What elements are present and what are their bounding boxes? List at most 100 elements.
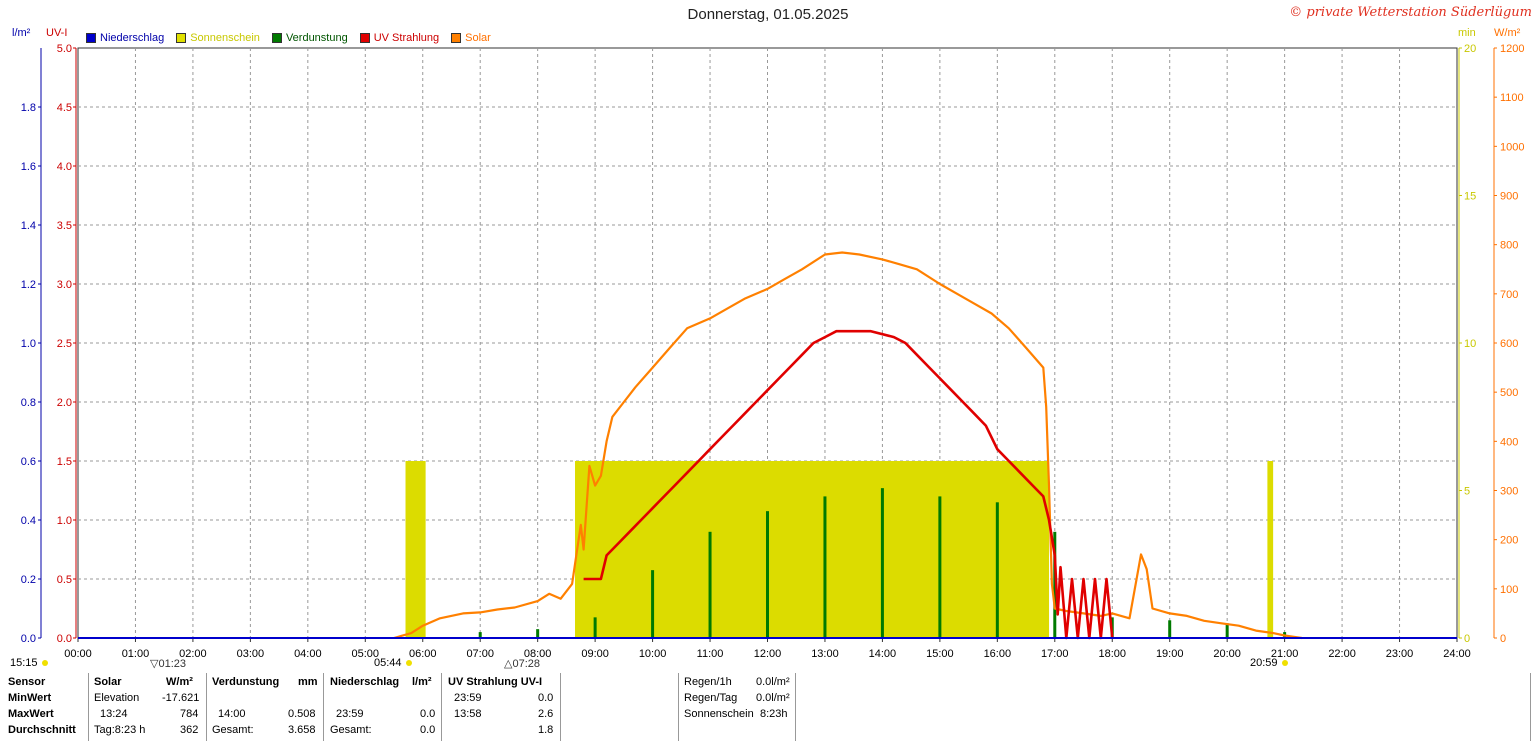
regen1h-label: Regen/1h (684, 676, 732, 688)
unit-uv: UV-I (46, 27, 68, 39)
solar-line (393, 251, 1303, 640)
niederschlag-sum-value: 0.0 (420, 724, 436, 736)
y-tick-label-niederschlag: 0.4 (21, 515, 36, 527)
x-tick-label: 00:00 (64, 648, 92, 660)
y-tick-label-niederschlag: 1.0 (21, 338, 36, 350)
sonnenschein-value: 8:23h (760, 708, 788, 720)
x-tick-label: 07:00 (466, 648, 494, 660)
verdunstung-bar (995, 502, 999, 638)
uv-line (583, 329, 1114, 640)
verdunstung-bar (536, 629, 540, 638)
row-label-avg: Durchschnitt (8, 724, 76, 736)
solar-avg-label: Tag:8:23 h (94, 724, 146, 736)
x-tick-label: 23:00 (1386, 648, 1414, 660)
legend-item-niederschlag: Niederschlag (86, 32, 164, 44)
y-tick-label-niederschlag: 0.8 (21, 397, 36, 409)
sunset-label: 20:59 (1250, 657, 1288, 669)
y-tick-label-sonnenschein: 5 (1464, 486, 1470, 498)
verdunstung-bar (1053, 531, 1057, 638)
y-tick-label-uv: 2.5 (57, 338, 72, 350)
legend-swatch (271, 33, 282, 43)
verdunstung-max-value: 0.508 (288, 708, 316, 720)
legend-item-verdunstung: Verdunstung (271, 32, 348, 44)
niederschlag-sum-label: Gesamt: (330, 724, 372, 736)
solar-header: Solar (94, 676, 122, 688)
y-tick-label-uv: 1.0 (57, 515, 72, 527)
y-tick-label-niederschlag: 1.6 (21, 161, 36, 173)
x-tick-label: 13:00 (811, 648, 839, 660)
sonnenschein-label: Sonnenschein (684, 708, 754, 720)
verdunstung-unit: mm (298, 676, 318, 688)
row-label-max: MaxWert (8, 708, 54, 720)
verdunstung-bar (938, 496, 942, 638)
sonnenschein-bar (405, 461, 426, 638)
x-tick-label: 21:00 (1271, 648, 1299, 660)
legend-label: Sonnenschein (190, 32, 260, 44)
x-tick-label: 12:00 (754, 648, 782, 660)
legend-swatch (176, 33, 187, 43)
solar-min-label: Elevation (94, 692, 140, 704)
x-tick-label: 04:00 (294, 648, 322, 660)
x-tick-label: 05:00 (352, 648, 380, 660)
y-tick-label-uv: 3.5 (57, 220, 72, 232)
y-tick-label-solar: 1000 (1500, 141, 1524, 153)
moon1-label: ▽01:23 (150, 658, 186, 670)
y-tick-label-sonnenschein: 20 (1464, 43, 1476, 55)
x-tick-label: 08:00 (524, 648, 552, 660)
y-tick-label-uv: 0.0 (57, 633, 72, 645)
niederschlag-header: Niederschlag (330, 676, 400, 688)
y-tick-label-niederschlag: 0.2 (21, 574, 36, 586)
solar-max-time: 13:24 (100, 708, 128, 720)
unit-niederschlag: l/m² (12, 27, 31, 39)
verdunstung-bar (880, 488, 884, 638)
solar-min-value: -17.621 (162, 692, 200, 704)
y-tick-label-sonnenschein: 10 (1464, 338, 1476, 350)
copyright-label: © private Wetterstation Süderlügum (1289, 5, 1532, 20)
legend-label: Solar (465, 32, 491, 44)
y-tick-label-uv: 2.0 (57, 397, 72, 409)
solar-unit: W/m² (166, 676, 193, 688)
solar-max-value: 784 (180, 708, 199, 720)
niederschlag-unit: l/m² (412, 676, 432, 688)
y-tick-label-niederschlag: 0.0 (21, 633, 36, 645)
x-tick-label: 20:00 (1213, 648, 1241, 660)
legend-swatch (451, 33, 462, 43)
y-tick-label-sonnenschein: 15 (1464, 191, 1476, 203)
x-tick-label: 14:00 (869, 648, 897, 660)
x-tick-label: 10:00 (639, 648, 667, 660)
legend-item-uv: UV Strahlung (359, 32, 439, 44)
x-tick-label: 03:00 (237, 648, 265, 660)
y-tick-label-solar: 100 (1500, 584, 1518, 596)
solar-avg-value: 362 (180, 724, 199, 736)
legend-label: Verdunstung (285, 32, 348, 44)
x-tick-label: 19:00 (1156, 648, 1184, 660)
regentag-label: Regen/Tag (684, 692, 738, 704)
uv-max-time: 13:58 (454, 708, 482, 720)
chart-title: Donnerstag, 01.05.2025 (687, 6, 849, 23)
verdunstung-sum-label: Gesamt: (212, 724, 254, 736)
sonnenschein-bar (1267, 461, 1274, 638)
x-tick-label: 06:00 (409, 648, 437, 660)
regentag-value: 0.0l/m² (756, 692, 790, 704)
y-tick-label-solar: 1200 (1500, 43, 1524, 55)
x-tick-label: 16:00 (984, 648, 1012, 660)
uv-max-value: 2.6 (538, 708, 554, 720)
y-tick-label-uv: 4.0 (57, 161, 72, 173)
uv-min-value: 0.0 (538, 692, 554, 704)
sonnenschein-bar (575, 461, 1050, 638)
verdunstung-bar (1225, 623, 1229, 638)
y-tick-label-solar: 400 (1500, 436, 1518, 448)
uv-header: UV Strahlung UV-I (448, 676, 543, 688)
verdunstung-bar (651, 570, 655, 638)
y-tick-label-uv: 5.0 (57, 43, 72, 55)
legend-item-sonnenschein: Sonnenschein (176, 32, 260, 44)
verdunstung-bar (823, 496, 827, 638)
unit-solar: W/m² (1494, 27, 1521, 39)
x-tick-label: 15:00 (926, 648, 954, 660)
x-tick-label: 17:00 (1041, 648, 1069, 660)
x-tick-label: 02:00 (179, 648, 207, 660)
verdunstung-bar (593, 617, 597, 638)
y-tick-label-niederschlag: 1.8 (21, 102, 36, 114)
y-tick-label-solar: 600 (1500, 338, 1518, 350)
y-tick-label-solar: 900 (1500, 191, 1518, 203)
